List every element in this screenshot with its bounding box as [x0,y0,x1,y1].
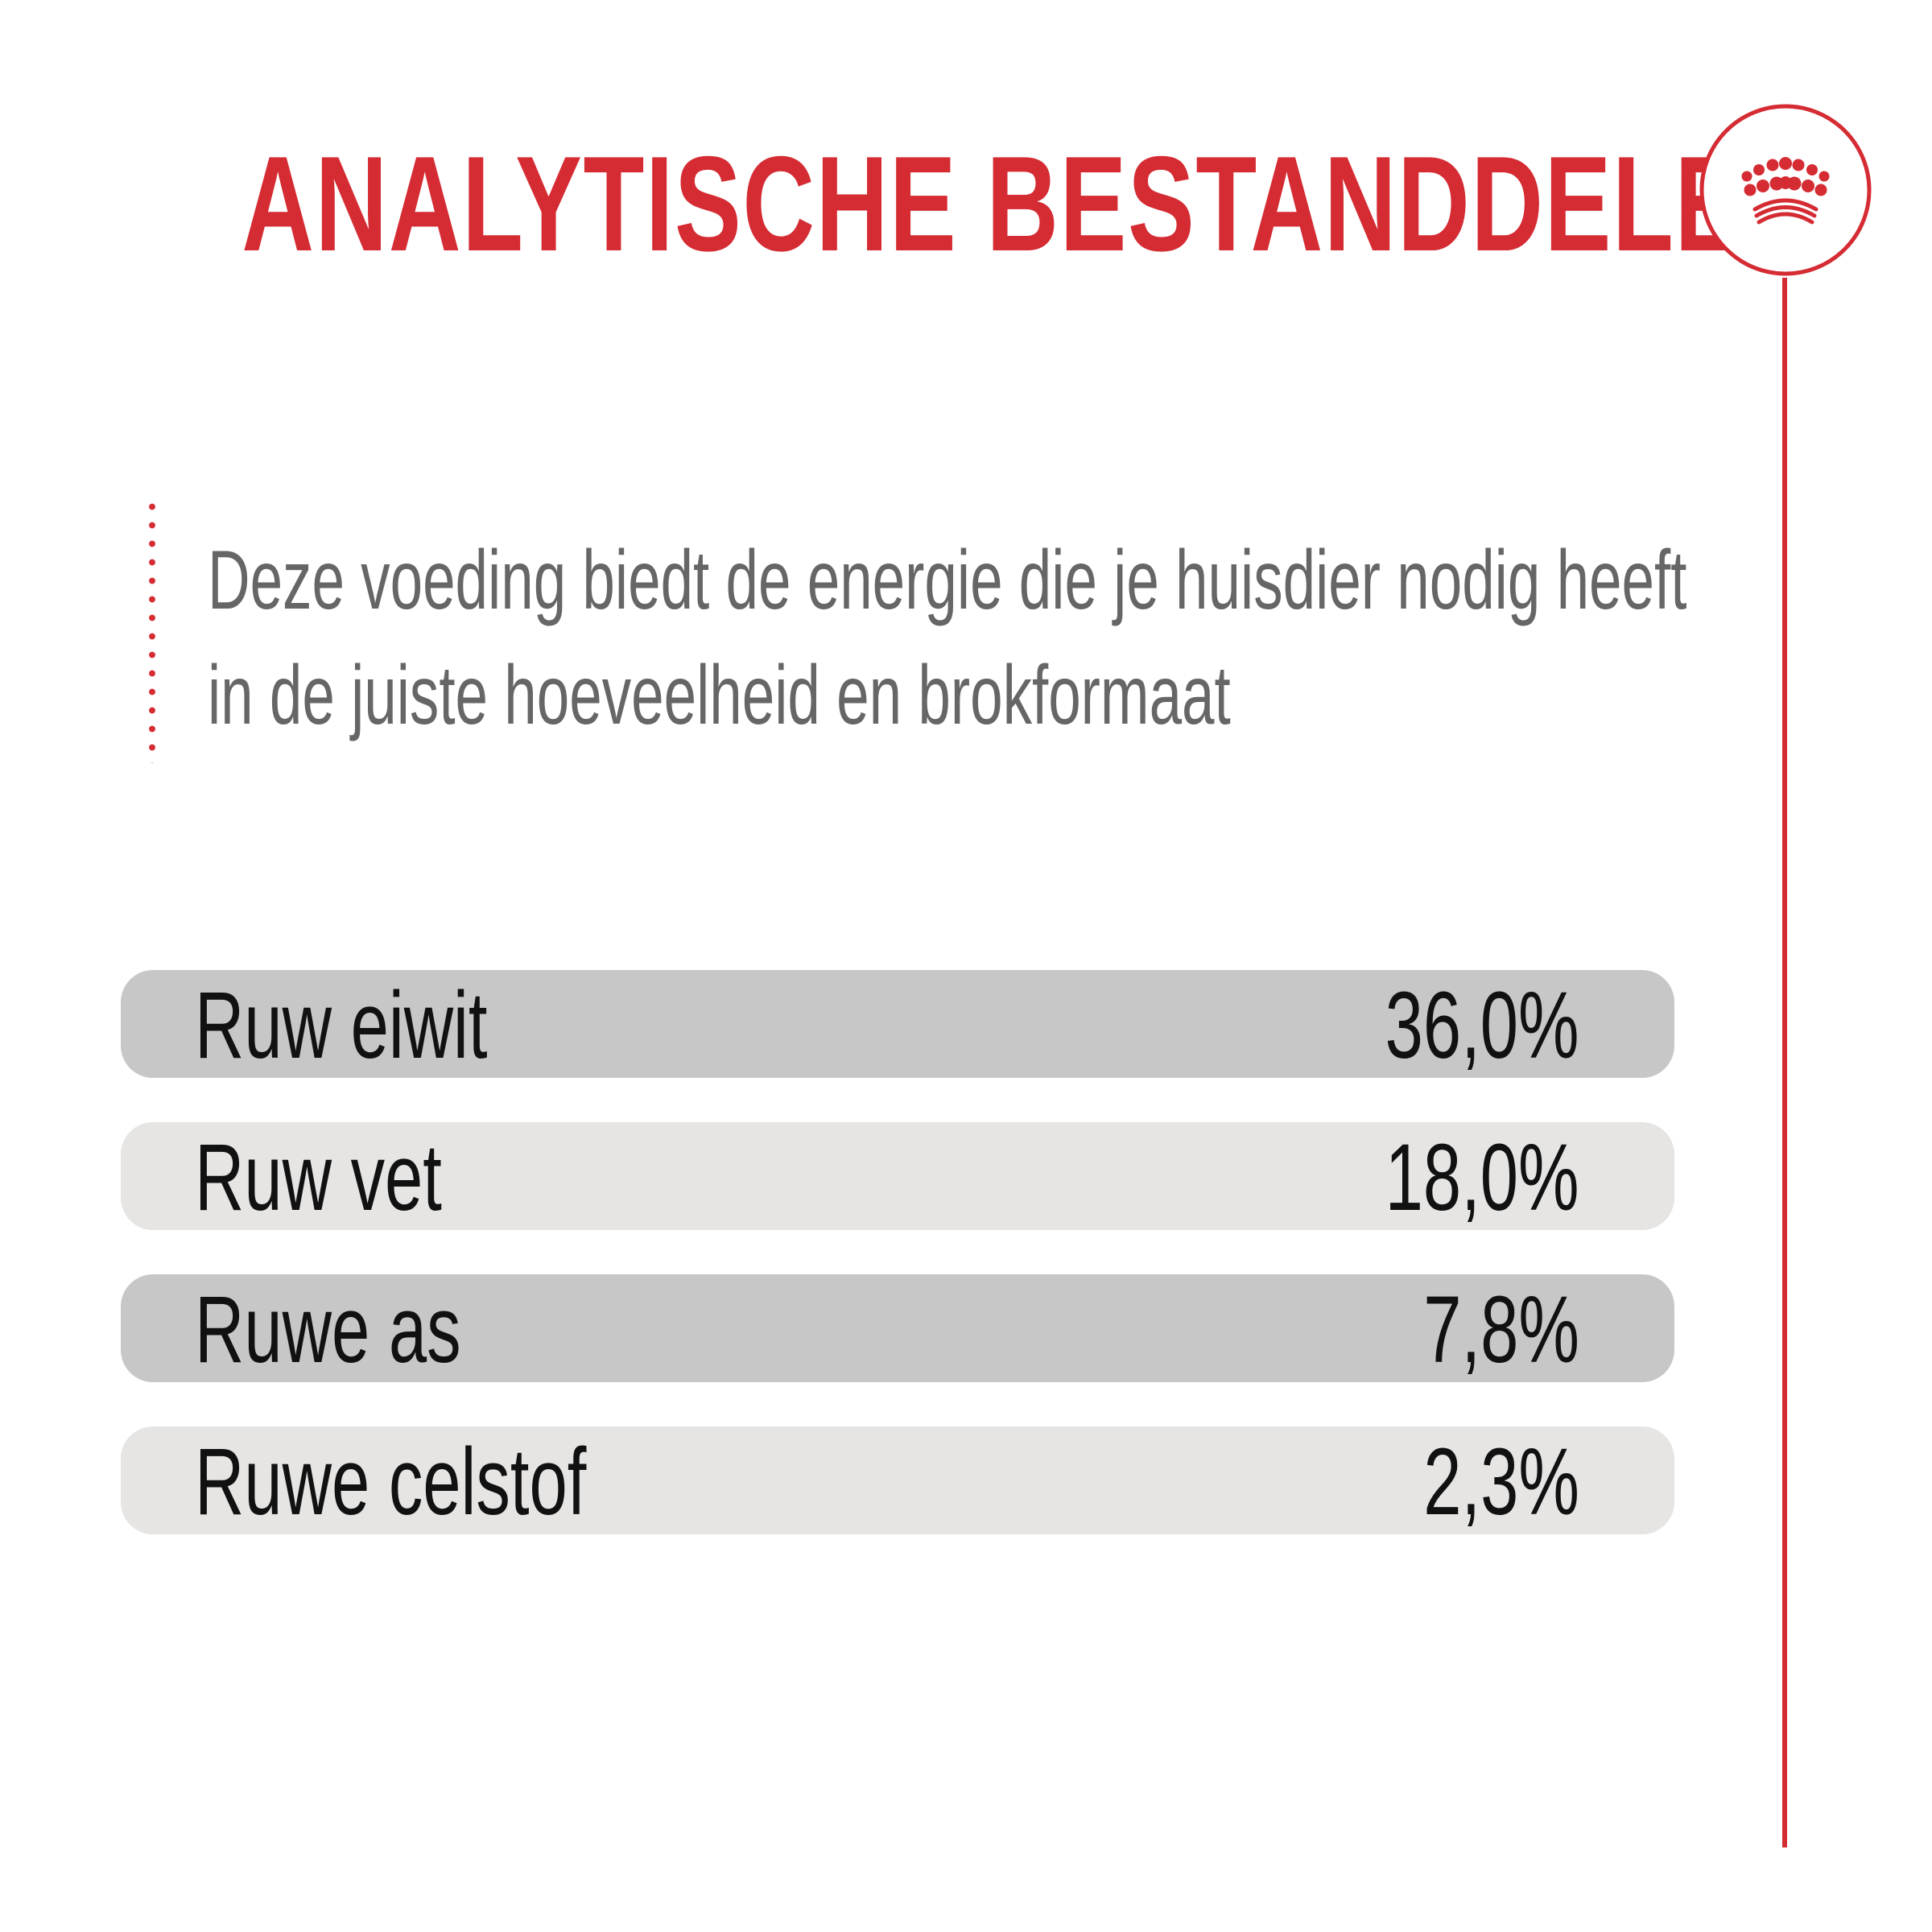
nutrient-value: 7,8% [1423,1277,1579,1383]
nutrient-label: Ruwe as [195,1277,461,1383]
nutrient-row-ruw-eiwit: Ruw eiwit 36,0% [121,970,1674,1079]
dotted-divider [149,497,155,763]
nutrient-value: 18,0% [1385,1125,1579,1231]
nutrient-row-ruw-vet: Ruw vet 18,0% [121,1122,1674,1231]
nutrient-row-ruwe-as: Ruwe as 7,8% [121,1274,1674,1383]
nutrient-row-ruwe-celstof: Ruwe celstof 2,3% [121,1426,1674,1535]
nutrient-value: 36,0% [1385,972,1579,1079]
vertical-red-line [1782,278,1787,1847]
nutrient-table: Ruw eiwit 36,0% Ruw vet 18,0% Ruwe as 7,… [121,970,1674,1579]
nutrient-label: Ruwe celstof [195,1429,587,1535]
nutrient-label: Ruw vet [195,1125,442,1231]
intro-text: Deze voeding biedt de energie die je hui… [208,523,1687,753]
crown-logo-icon [1699,104,1872,276]
nutrient-value: 2,3% [1423,1429,1579,1535]
nutrient-label: Ruw eiwit [195,972,488,1079]
intro-line-1: Deze voeding biedt de energie die je hui… [208,534,1687,627]
page-title: ANALYTISCHE BESTANDDELEN [242,128,1817,279]
intro-line-2: in de juiste hoeveelheid en brokformaat [208,649,1231,742]
